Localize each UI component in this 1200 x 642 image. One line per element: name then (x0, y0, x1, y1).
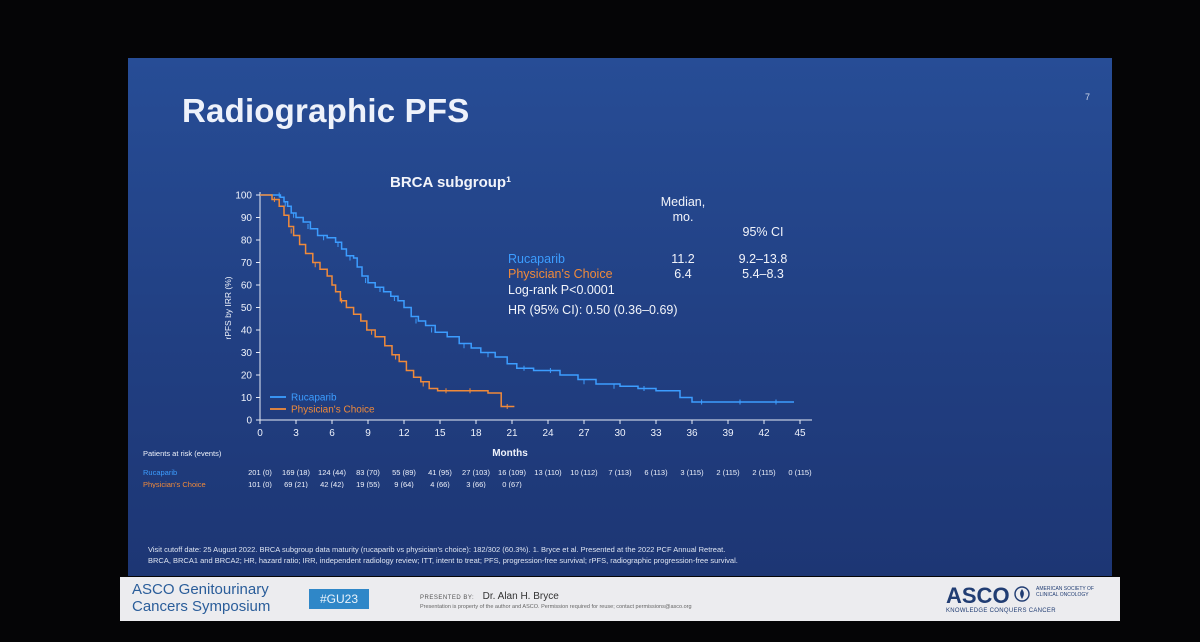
at-risk-title: Patients at risk (events) (143, 449, 222, 458)
y-tick-label: 50 (241, 303, 253, 314)
series-line (260, 194, 515, 408)
legend-label: Physician's Choice (291, 405, 375, 416)
y-tick-label: 70 (241, 258, 253, 269)
y-axis-label: rPFS by IRR (%) (223, 276, 233, 339)
y-tick-label: 60 (241, 281, 253, 292)
stats-header-median: mo. (673, 210, 694, 224)
x-axis-label: Months (492, 448, 528, 459)
slide: Radiographic PFS 7 BRCA subgroup¹ 0 10 20 3… (128, 58, 1112, 576)
y-tick-label: 80 (241, 236, 253, 247)
hashtag-badge: #GU23 (309, 589, 369, 609)
x-tick-label: 21 (506, 428, 518, 439)
at-risk-row-label: Physician's Choice (143, 480, 206, 488)
at-risk-value: 55 (89) (392, 468, 416, 477)
stats-row-ci: 9.2–13.8 (739, 252, 788, 266)
slide-title: Radiographic PFS (182, 92, 470, 129)
presented-by-label: PRESENTED BY: (420, 595, 475, 601)
at-risk-value: 41 (95) (428, 468, 452, 477)
chart-title: BRCA subgroup¹ (390, 174, 512, 191)
presenter-name: Dr. Alan H. Bryce (482, 591, 559, 602)
org-tagline: KNOWLEDGE CONQUERS CANCER (946, 608, 1056, 614)
at-risk-value: 201 (0) (248, 468, 272, 477)
y-tick-label: 30 (241, 348, 253, 359)
stats-row-median: 6.4 (674, 267, 691, 281)
x-tick-label: 0 (257, 428, 263, 439)
stats-row-label: Rucaparib (508, 252, 565, 266)
at-risk-value: 27 (103) (462, 468, 490, 477)
y-tick-label: 20 (241, 371, 253, 382)
y-tick-label: 100 (235, 191, 252, 202)
org-full-name: American Society of Clinical Oncology (1036, 586, 1094, 598)
presenter-block: PRESENTED BY: Dr. Alan H. Bryce (420, 586, 559, 604)
stats-row-label: Physician's Choice (508, 267, 613, 281)
org-name: ASCO (946, 583, 1010, 608)
x-tick-label: 42 (758, 428, 770, 439)
hazard-ratio-text: HR (95% CI): 0.50 (0.36–0.69) (508, 303, 678, 317)
x-tick-label: 24 (542, 428, 554, 439)
at-risk-value: 169 (18) (282, 468, 310, 477)
page-number: 7 (1084, 92, 1090, 102)
at-risk-value: 2 (115) (716, 468, 740, 477)
at-risk-value: 3 (66) (466, 480, 486, 488)
y-tick-label: 40 (241, 326, 253, 337)
logrank-text: Log-rank P<0.0001 (508, 283, 615, 297)
flame-icon (1014, 586, 1030, 602)
x-tick-label: 27 (578, 428, 590, 439)
x-tick-label: 30 (614, 428, 626, 439)
stats-header-ci: 95% CI (743, 225, 784, 239)
at-risk-value: 42 (42) (320, 480, 344, 488)
footnote-line: BRCA, BRCA1 and BRCA2; HR, hazard ratio;… (148, 556, 738, 565)
at-risk-value: 6 (113) (644, 468, 668, 477)
footer-bar: ASCO Genitourinary Cancers Symposium #GU… (120, 577, 1120, 621)
y-tick-label: 0 (246, 416, 252, 427)
at-risk-value: 0 (115) (788, 468, 812, 477)
at-risk-value: 9 (64) (394, 480, 414, 488)
conference-name: ASCO Genitourinary Cancers Symposium (132, 581, 270, 615)
at-risk-value: 16 (109) (498, 468, 526, 477)
x-tick-label: 6 (329, 428, 335, 439)
at-risk-row-label: Rucaparib (143, 468, 177, 477)
x-tick-label: 45 (794, 428, 806, 439)
legend-label: Rucaparib (291, 393, 337, 404)
x-tick-label: 33 (650, 428, 662, 439)
at-risk-value: 10 (112) (570, 468, 598, 477)
footnotes: Visit cutoff date: 25 August 2022. BRCA … (148, 544, 1088, 566)
org-logo: ASCO American Society of Clinical Oncolo… (946, 583, 1106, 617)
conference-line: ASCO Genitourinary (132, 581, 269, 598)
at-risk-value: 0 (67) (502, 480, 522, 488)
y-tick-label: 90 (241, 213, 253, 224)
at-risk-value: 4 (66) (430, 480, 450, 488)
series-line (260, 194, 794, 403)
at-risk-value: 101 (0) (248, 480, 272, 488)
at-risk-value: 124 (44) (318, 468, 346, 477)
x-tick-label: 36 (686, 428, 698, 439)
disclaimer: Presentation is property of the author a… (420, 604, 692, 610)
x-tick-label: 3 (293, 428, 299, 439)
at-risk-value: 19 (55) (356, 480, 380, 488)
stats-row-median: 11.2 (671, 252, 694, 266)
x-tick-label: 15 (434, 428, 446, 439)
x-tick-label: 9 (365, 428, 371, 439)
x-tick-label: 12 (398, 428, 410, 439)
at-risk-value: 2 (115) (752, 468, 776, 477)
at-risk-value: 83 (70) (356, 468, 380, 477)
x-tick-label: 18 (470, 428, 482, 439)
stats-row-ci: 5.4–8.3 (742, 267, 784, 281)
at-risk-value: 7 (113) (608, 468, 632, 477)
conference-line: Cancers Symposium (132, 598, 271, 615)
at-risk-value: 69 (21) (284, 480, 308, 488)
at-risk-value: 13 (110) (534, 468, 562, 477)
footnote-line: Visit cutoff date: 25 August 2022. BRCA … (148, 545, 726, 554)
at-risk-value: 3 (115) (680, 468, 704, 477)
stats-header-median: Median, (661, 195, 705, 209)
x-tick-label: 39 (722, 428, 734, 439)
y-tick-label: 10 (241, 393, 253, 404)
